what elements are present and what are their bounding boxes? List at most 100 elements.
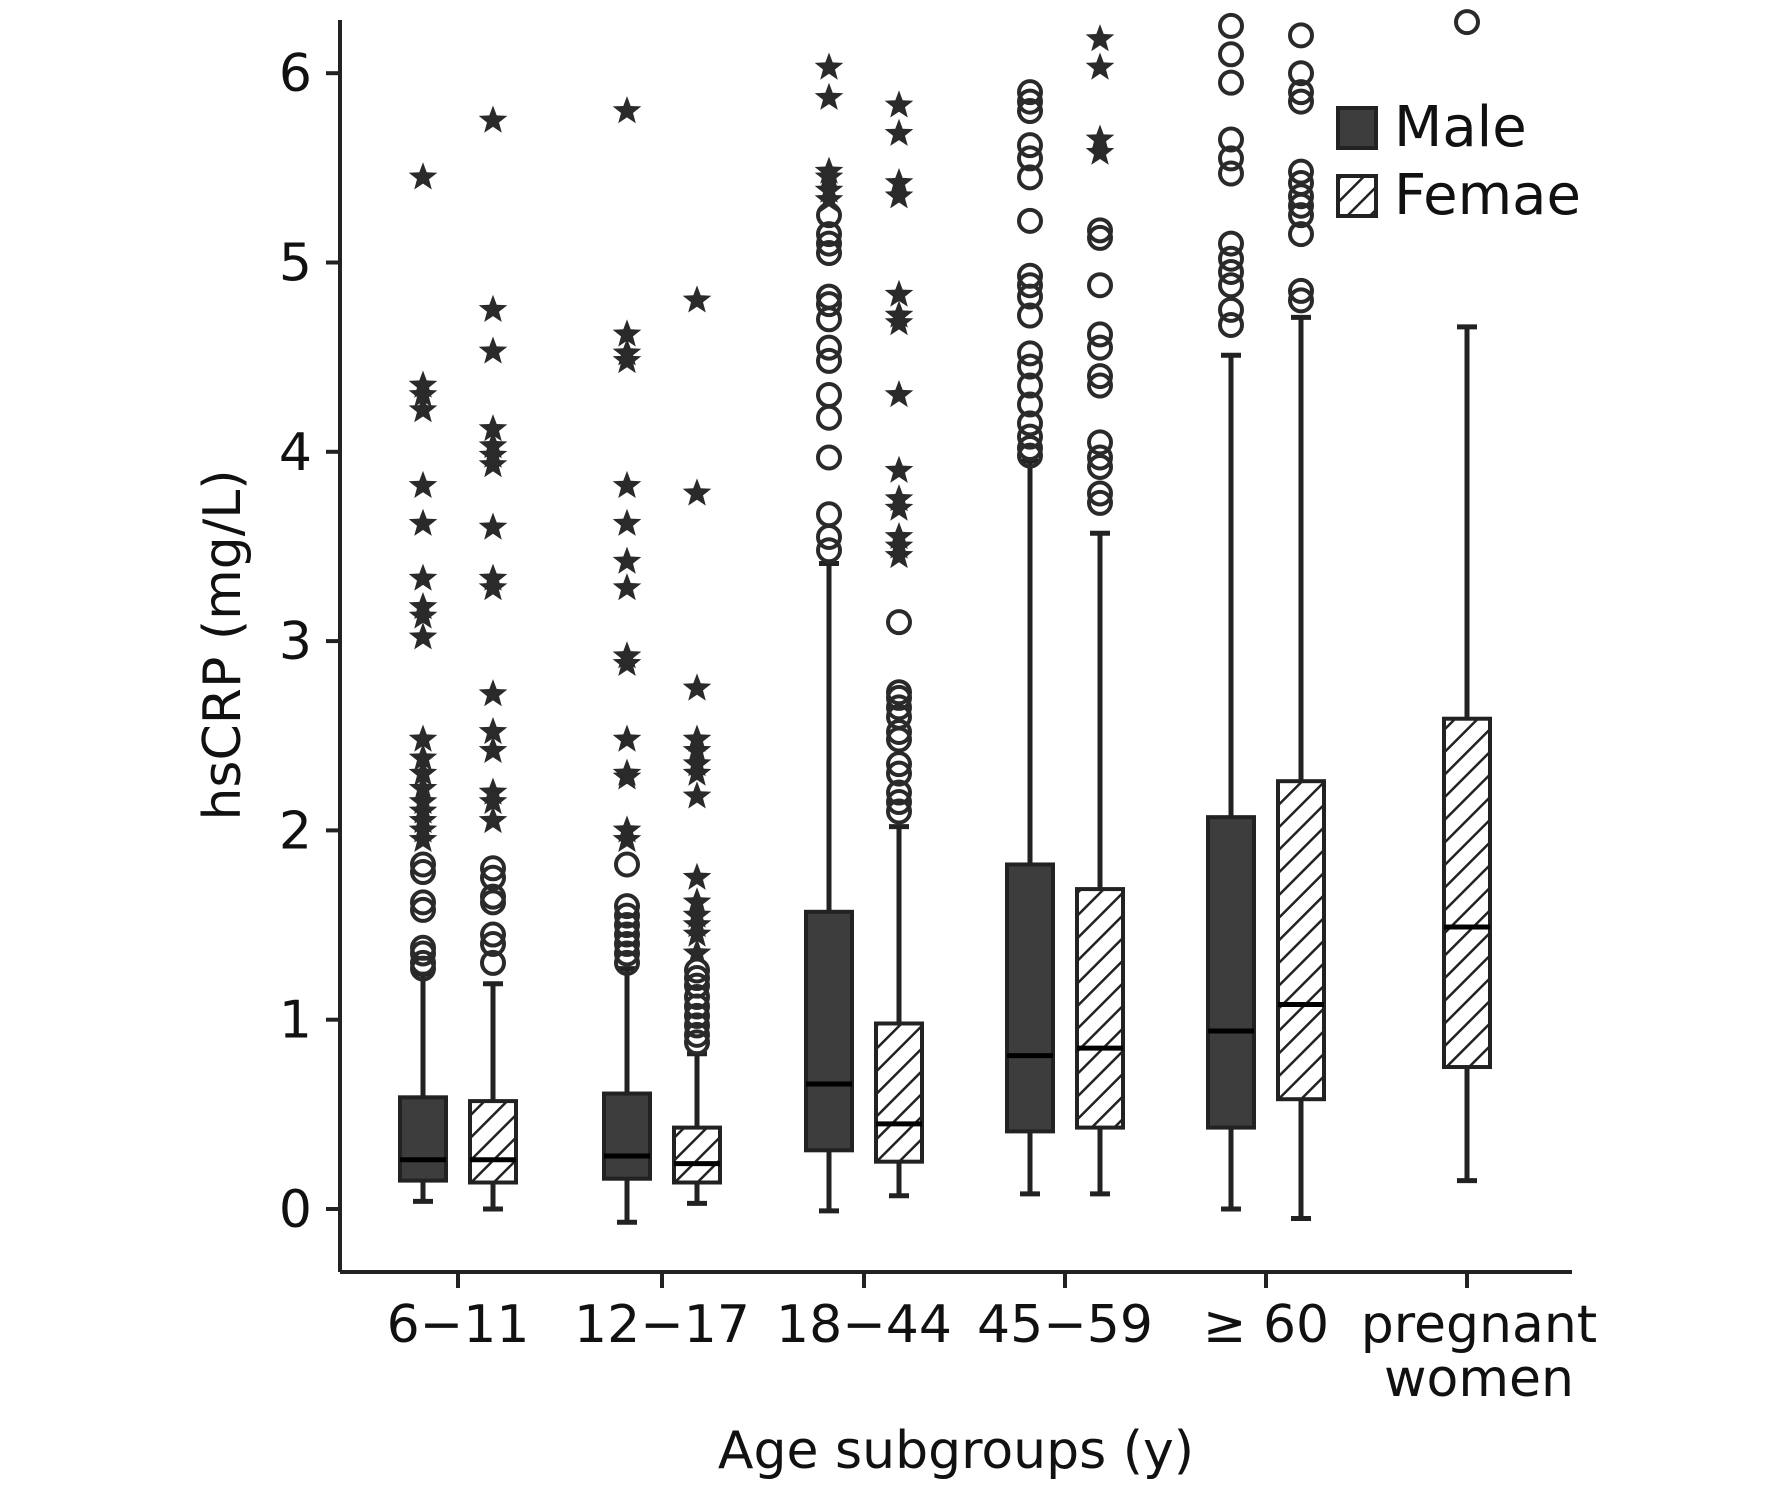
box-iqr xyxy=(1276,779,1326,1102)
box-group xyxy=(398,162,448,1204)
y-tick-label: 3 xyxy=(279,612,312,672)
outlier-star xyxy=(478,440,508,468)
outlier-star xyxy=(884,279,914,307)
outlier-circle xyxy=(410,889,436,916)
outlier-circle xyxy=(816,347,842,374)
outlier-star xyxy=(408,815,438,843)
outlier-star xyxy=(884,484,914,512)
outlier-star xyxy=(408,773,438,801)
outlier-circle xyxy=(1218,311,1244,338)
x-tick-label: pregnant xyxy=(1361,1295,1597,1355)
outlier-star xyxy=(884,380,914,408)
y-tick-label: 6 xyxy=(279,44,312,104)
box-group xyxy=(1005,79,1055,1197)
outlier-star xyxy=(814,52,844,80)
outlier-star xyxy=(612,573,642,601)
x-tick-label: 6−11 xyxy=(387,1295,530,1355)
outlier-star xyxy=(682,478,712,506)
box-group xyxy=(672,285,722,1206)
outlier-circle xyxy=(1288,158,1314,185)
outlier-circle xyxy=(480,883,506,910)
outlier-circle xyxy=(1288,88,1314,115)
outlier-circle xyxy=(816,382,842,409)
outlier-circle xyxy=(886,703,912,730)
box-iqr xyxy=(1206,815,1256,1130)
x-tick-label: ≥ 60 xyxy=(1203,1295,1329,1355)
outlier-star xyxy=(814,185,844,213)
outlier-circle xyxy=(684,1002,710,1029)
outlier-circle xyxy=(886,760,912,787)
outlier-circle xyxy=(1288,60,1314,87)
outlier-star xyxy=(682,735,712,763)
x-tick-label: 12−17 xyxy=(574,1295,750,1355)
outlier-circle xyxy=(1288,22,1314,49)
outlier-circle xyxy=(1288,277,1314,304)
outlier-star xyxy=(682,724,712,752)
outlier-circle xyxy=(1017,79,1043,106)
box-group xyxy=(804,52,854,1214)
outlier-circle xyxy=(614,893,640,920)
outlier-circle xyxy=(480,855,506,882)
x-tick-label: 18−44 xyxy=(776,1295,952,1355)
outlier-star xyxy=(408,758,438,786)
outlier-star xyxy=(814,175,844,203)
outlier-circle xyxy=(1087,224,1113,251)
outlier-star xyxy=(408,470,438,498)
outlier-circle xyxy=(614,912,640,939)
outlier-star xyxy=(612,96,642,124)
outlier-star xyxy=(408,805,438,834)
outlier-star xyxy=(478,735,508,763)
outlier-circle xyxy=(614,949,640,976)
outlier-circle xyxy=(1218,126,1244,153)
outlier-star xyxy=(884,168,914,196)
outlier-star xyxy=(682,919,712,947)
box-iqr xyxy=(468,1099,518,1185)
outlier-star xyxy=(408,592,438,620)
outlier-circle xyxy=(1218,272,1244,299)
y-tick-label: 4 xyxy=(279,423,312,483)
outlier-circle xyxy=(886,798,912,825)
outlier-star xyxy=(884,90,914,118)
outlier-circle xyxy=(684,983,710,1010)
outlier-circle xyxy=(684,972,710,999)
outlier-circle xyxy=(1017,145,1043,172)
outlier-circle xyxy=(816,291,842,318)
outlier-circle xyxy=(1218,230,1244,257)
plot-area xyxy=(398,9,1492,1225)
outlier-star xyxy=(408,508,438,536)
outlier-star xyxy=(478,717,508,745)
outlier-circle xyxy=(1087,363,1113,390)
outlier-circle xyxy=(1017,442,1043,469)
outlier-circle xyxy=(1288,202,1314,229)
outlier-star xyxy=(1085,124,1115,152)
outlier-circle xyxy=(1218,160,1244,187)
outlier-circle xyxy=(1017,262,1043,289)
outlier-star xyxy=(682,938,712,966)
outlier-circle xyxy=(1017,340,1043,367)
outlier-circle xyxy=(886,751,912,778)
box-iqr xyxy=(874,1021,924,1164)
outlier-star xyxy=(814,82,844,110)
outlier-circle xyxy=(1087,334,1113,361)
outlier-star xyxy=(478,777,508,805)
outlier-circle xyxy=(614,921,640,948)
outlier-star xyxy=(612,470,642,498)
outlier-circle xyxy=(410,851,436,878)
legend-swatch-female xyxy=(1336,174,1378,218)
outlier-circle xyxy=(1087,453,1113,480)
outlier-circle xyxy=(816,334,842,361)
box-group xyxy=(874,90,924,1199)
x-tick-label: 45−59 xyxy=(977,1295,1153,1355)
outlier-circle xyxy=(816,523,842,550)
outlier-star xyxy=(478,431,508,459)
outlier-circle xyxy=(1218,296,1244,323)
outlier-circle xyxy=(886,789,912,816)
box-iqr xyxy=(1075,887,1125,1130)
outlier-circle xyxy=(1087,429,1113,456)
outlier-star xyxy=(478,787,508,815)
box-group xyxy=(1206,12,1256,1212)
y-tick-label: 1 xyxy=(279,991,312,1051)
